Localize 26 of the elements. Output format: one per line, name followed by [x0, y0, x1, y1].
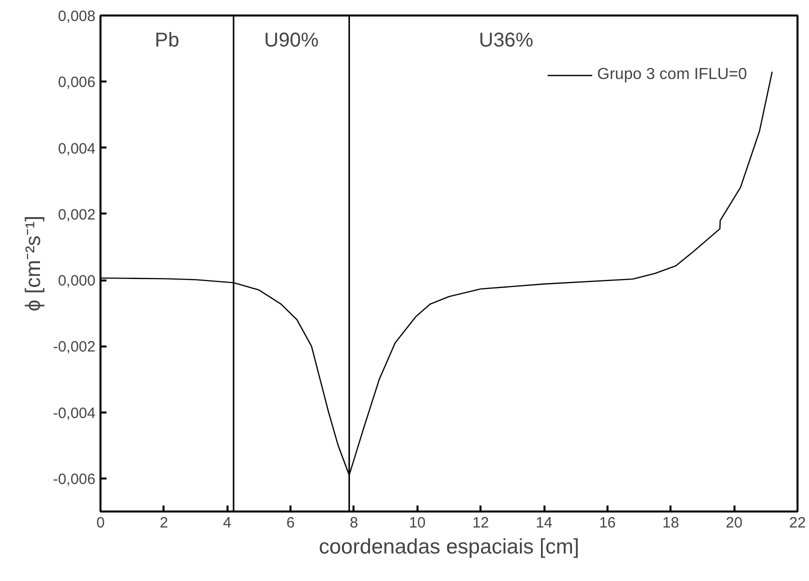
annotation: U36%	[478, 29, 534, 52]
y-tick-label: -0,006	[52, 470, 96, 488]
annotation: U90%	[264, 29, 319, 52]
x-tick-label: 0	[96, 514, 105, 532]
x-tick-label: 2	[160, 514, 168, 532]
y-tick-label: 0,008	[58, 8, 96, 25]
legend-label: Grupo 3 com IFLU=0	[597, 66, 747, 84]
y-axis-title: ϕ [cm⁻²s⁻¹]	[22, 216, 45, 312]
x-axis-title: coordenadas espaciais [cm]	[318, 536, 580, 558]
y-tick-label: -0,004	[52, 404, 96, 422]
x-tick-label: 18	[662, 514, 680, 532]
y-tick-label: -0,002	[52, 338, 96, 356]
y-tick-label: 0,004	[58, 140, 96, 158]
x-tick-label: 6	[286, 514, 295, 532]
x-tick-label: 16	[599, 514, 616, 532]
x-tick-label: 22	[789, 514, 806, 532]
y-tick-label: 0,002	[58, 206, 96, 224]
x-tick-label: 8	[350, 514, 358, 532]
y-tick-label: 0,006	[58, 74, 96, 92]
x-tick-label: 10	[408, 514, 426, 532]
x-tick-label: 14	[536, 514, 552, 532]
x-tick-label: 12	[472, 514, 490, 532]
x-tick-label: 20	[726, 514, 742, 532]
x-tick-label: 4	[223, 514, 232, 532]
annotation: Pb	[154, 29, 180, 52]
y-tick-label: 0,000	[58, 272, 96, 290]
